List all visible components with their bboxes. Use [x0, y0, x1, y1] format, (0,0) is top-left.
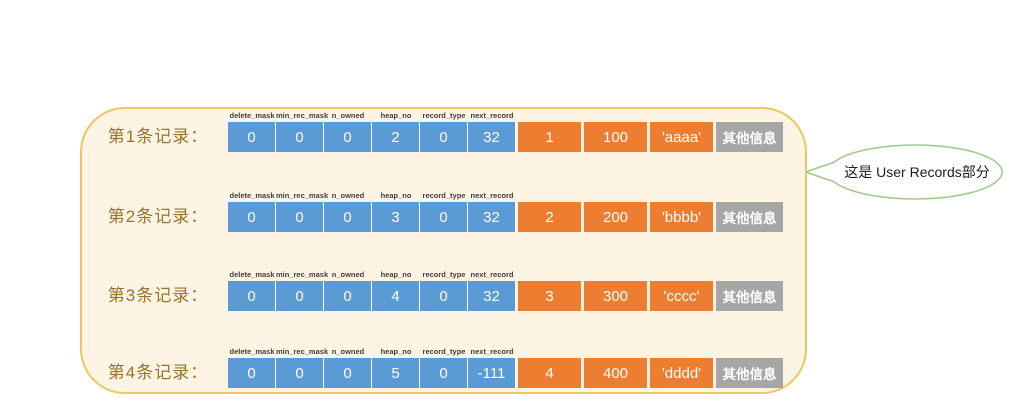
user-records-panel: 第1条记录： delete_mask min_rec_mask n_owned … [80, 107, 807, 394]
header-n-owned: n_owned [331, 270, 365, 279]
header-min-rec-mask: min_rec_mask [276, 270, 329, 279]
header-heap-no: heap_no [380, 347, 412, 356]
record-fields: delete_mask min_rec_mask n_owned heap_no… [228, 109, 783, 152]
cell-column-3: 'aaaa' [650, 122, 713, 152]
header-delete-mask: delete_mask [229, 270, 275, 279]
cell-min-rec-mask: 0 [276, 281, 323, 311]
header-n-owned: n_owned [331, 347, 365, 356]
header-record-type: record_type [422, 347, 466, 356]
speech-bubble-text: 这是 User Records部分 [844, 164, 989, 180]
header-delete-mask: delete_mask [229, 347, 275, 356]
cell-record-type: 0 [420, 281, 467, 311]
cell-heap-no: 3 [372, 202, 419, 232]
field-headers: delete_mask min_rec_mask n_owned heap_no… [228, 189, 783, 202]
cell-next-record: 32 [468, 202, 515, 232]
cell-heap-no: 4 [372, 281, 419, 311]
field-headers: delete_mask min_rec_mask n_owned heap_no… [228, 268, 783, 281]
cell-n-owned: 0 [324, 358, 371, 388]
speech-bubble-outline [805, 144, 1003, 200]
cell-column-2: 400 [584, 358, 647, 388]
record-cells: 0 0 0 5 0 -111 4 400 'dddd' 其他信息 [228, 358, 783, 388]
cell-key: 3 [518, 281, 581, 311]
cell-n-owned: 0 [324, 202, 371, 232]
cell-record-type: 0 [420, 122, 467, 152]
record-label: 第3条记录： [107, 286, 209, 305]
header-heap-no: heap_no [380, 191, 412, 200]
cell-other-info: 其他信息 [716, 358, 783, 388]
header-delete-mask: delete_mask [229, 191, 275, 200]
record-fields: delete_mask min_rec_mask n_owned heap_no… [228, 268, 783, 311]
cell-other-info: 其他信息 [716, 281, 783, 311]
header-record-type: record_type [422, 111, 466, 120]
record-row-4: 第4条记录： delete_mask min_rec_mask n_owned … [86, 345, 802, 389]
cell-column-3: 'bbbb' [650, 202, 713, 232]
header-delete-mask: delete_mask [229, 111, 275, 120]
cell-delete-mask: 0 [228, 281, 275, 311]
header-heap-no: heap_no [380, 270, 412, 279]
record-row-1: 第1条记录： delete_mask min_rec_mask n_owned … [86, 109, 802, 153]
cell-next-record: 32 [468, 122, 515, 152]
record-row-3: 第3条记录： delete_mask min_rec_mask n_owned … [86, 268, 802, 312]
record-cells: 0 0 0 2 0 32 1 100 'aaaa' 其他信息 [228, 122, 783, 152]
cell-other-info: 其他信息 [716, 122, 783, 152]
record-row-2: 第2条记录： delete_mask min_rec_mask n_owned … [86, 189, 802, 233]
cell-key: 1 [518, 122, 581, 152]
field-headers: delete_mask min_rec_mask n_owned heap_no… [228, 345, 783, 358]
record-fields: delete_mask min_rec_mask n_owned heap_no… [228, 345, 783, 388]
header-min-rec-mask: min_rec_mask [276, 191, 329, 200]
header-n-owned: n_owned [331, 191, 365, 200]
cell-column-2: 300 [584, 281, 647, 311]
record-label: 第2条记录： [107, 207, 209, 226]
header-n-owned: n_owned [331, 111, 365, 120]
cell-next-record: -111 [468, 358, 515, 388]
cell-n-owned: 0 [324, 122, 371, 152]
cell-min-rec-mask: 0 [276, 202, 323, 232]
cell-heap-no: 5 [372, 358, 419, 388]
cell-next-record: 32 [468, 281, 515, 311]
cell-key: 2 [518, 202, 581, 232]
cell-delete-mask: 0 [228, 202, 275, 232]
speech-bubble: 这是 User Records部分 [805, 144, 1003, 200]
cell-n-owned: 0 [324, 281, 371, 311]
header-next-record: next_record [470, 347, 514, 356]
field-headers: delete_mask min_rec_mask n_owned heap_no… [228, 109, 783, 122]
header-record-type: record_type [422, 191, 466, 200]
cell-min-rec-mask: 0 [276, 122, 323, 152]
header-next-record: next_record [470, 270, 514, 279]
record-cells: 0 0 0 3 0 32 2 200 'bbbb' 其他信息 [228, 202, 783, 232]
cell-record-type: 0 [420, 358, 467, 388]
record-label: 第4条记录： [107, 363, 209, 382]
record-fields: delete_mask min_rec_mask n_owned heap_no… [228, 189, 783, 232]
cell-delete-mask: 0 [228, 358, 275, 388]
header-next-record: next_record [470, 191, 514, 200]
header-heap-no: heap_no [380, 111, 412, 120]
cell-key: 4 [518, 358, 581, 388]
header-min-rec-mask: min_rec_mask [276, 111, 329, 120]
record-cells: 0 0 0 4 0 32 3 300 'cccc' 其他信息 [228, 281, 783, 311]
cell-min-rec-mask: 0 [276, 358, 323, 388]
cell-heap-no: 2 [372, 122, 419, 152]
cell-column-3: 'cccc' [650, 281, 713, 311]
cell-record-type: 0 [420, 202, 467, 232]
cell-delete-mask: 0 [228, 122, 275, 152]
cell-column-3: 'dddd' [650, 358, 713, 388]
header-record-type: record_type [422, 270, 466, 279]
header-next-record: next_record [470, 111, 514, 120]
cell-column-2: 200 [584, 202, 647, 232]
record-label: 第1条记录： [107, 127, 209, 146]
cell-column-2: 100 [584, 122, 647, 152]
header-min-rec-mask: min_rec_mask [276, 347, 329, 356]
cell-other-info: 其他信息 [716, 202, 783, 232]
